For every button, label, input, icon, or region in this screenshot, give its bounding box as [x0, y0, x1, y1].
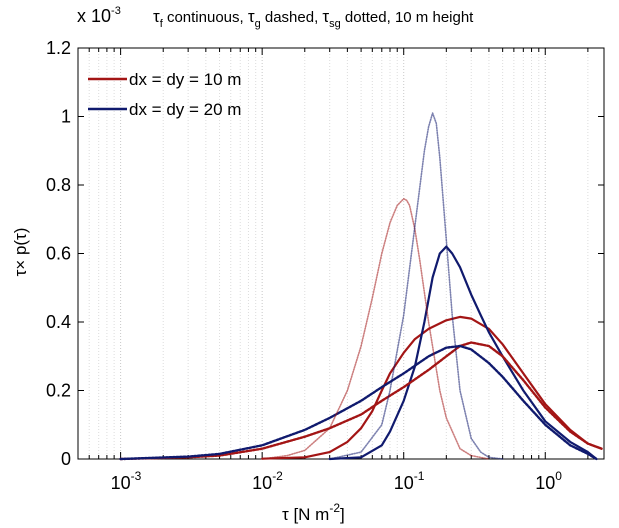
y-multiplier: x 10-3	[77, 5, 121, 26]
y-tick-labels: 0 0.2 0.4 0.6 0.8 1 1.2	[46, 38, 71, 469]
y-tick-label: 0	[61, 449, 71, 469]
x-tick-label: 10-1	[394, 469, 425, 493]
x-tick-label-exp: -2	[272, 469, 283, 483]
x-tick-label-exp: -1	[414, 469, 425, 483]
y-axis-label: τ× p(τ)	[11, 228, 30, 277]
y-multiplier-exp: -3	[111, 5, 121, 17]
legend-label: dx = dy = 10 m	[129, 70, 241, 89]
x-tick-label-exp: -3	[131, 469, 142, 483]
title-text-1: continuous,	[163, 9, 248, 26]
legend-label: dx = dy = 20 m	[129, 100, 241, 119]
x-tick-label-base: 10	[252, 473, 272, 493]
x-tick-label: 10-3	[111, 469, 142, 493]
y-tick-label: 0.4	[46, 312, 71, 332]
x-tick-label-base: 10	[394, 473, 414, 493]
series-line-dotted	[330, 113, 503, 459]
chart-title: τf continuous, τg dashed, τsg dotted, 10…	[153, 7, 474, 30]
x-axis-label-close: ]	[340, 505, 345, 524]
y-tick-label: 1.2	[46, 38, 71, 58]
x-tick-label-base: 10	[535, 473, 555, 493]
x-tick-label: 100	[535, 469, 562, 493]
y-tick-label: 0.2	[46, 381, 71, 401]
x-tick-label-base: 10	[111, 473, 131, 493]
x-axis-label-sup: -2	[329, 501, 340, 515]
series-line-dotted	[262, 199, 489, 459]
x-tick-label: 10-2	[252, 469, 283, 493]
title-sub-sg: sg	[329, 18, 341, 30]
series-line-dashed	[121, 346, 597, 459]
y-tick-label: 1	[61, 107, 71, 127]
series-line-solid	[330, 247, 597, 459]
legend: dx = dy = 10 m dx = dy = 20 m	[88, 70, 241, 119]
y-tick-label: 0.6	[46, 244, 71, 264]
y-tick-label: 0.8	[46, 175, 71, 195]
title-text-3: dotted, 10 m height	[341, 9, 474, 26]
x-tick-label-exp: 0	[555, 469, 562, 483]
x-axis-label: τ [N m-2]	[282, 501, 345, 524]
title-text-2: dashed,	[261, 9, 323, 26]
x-axis-label-main: τ [N m	[282, 505, 329, 524]
series-layer	[121, 113, 602, 459]
x-tick-labels: 10-3 10-2 10-1 100	[111, 469, 563, 493]
y-multiplier-prefix: x 10	[77, 6, 111, 26]
